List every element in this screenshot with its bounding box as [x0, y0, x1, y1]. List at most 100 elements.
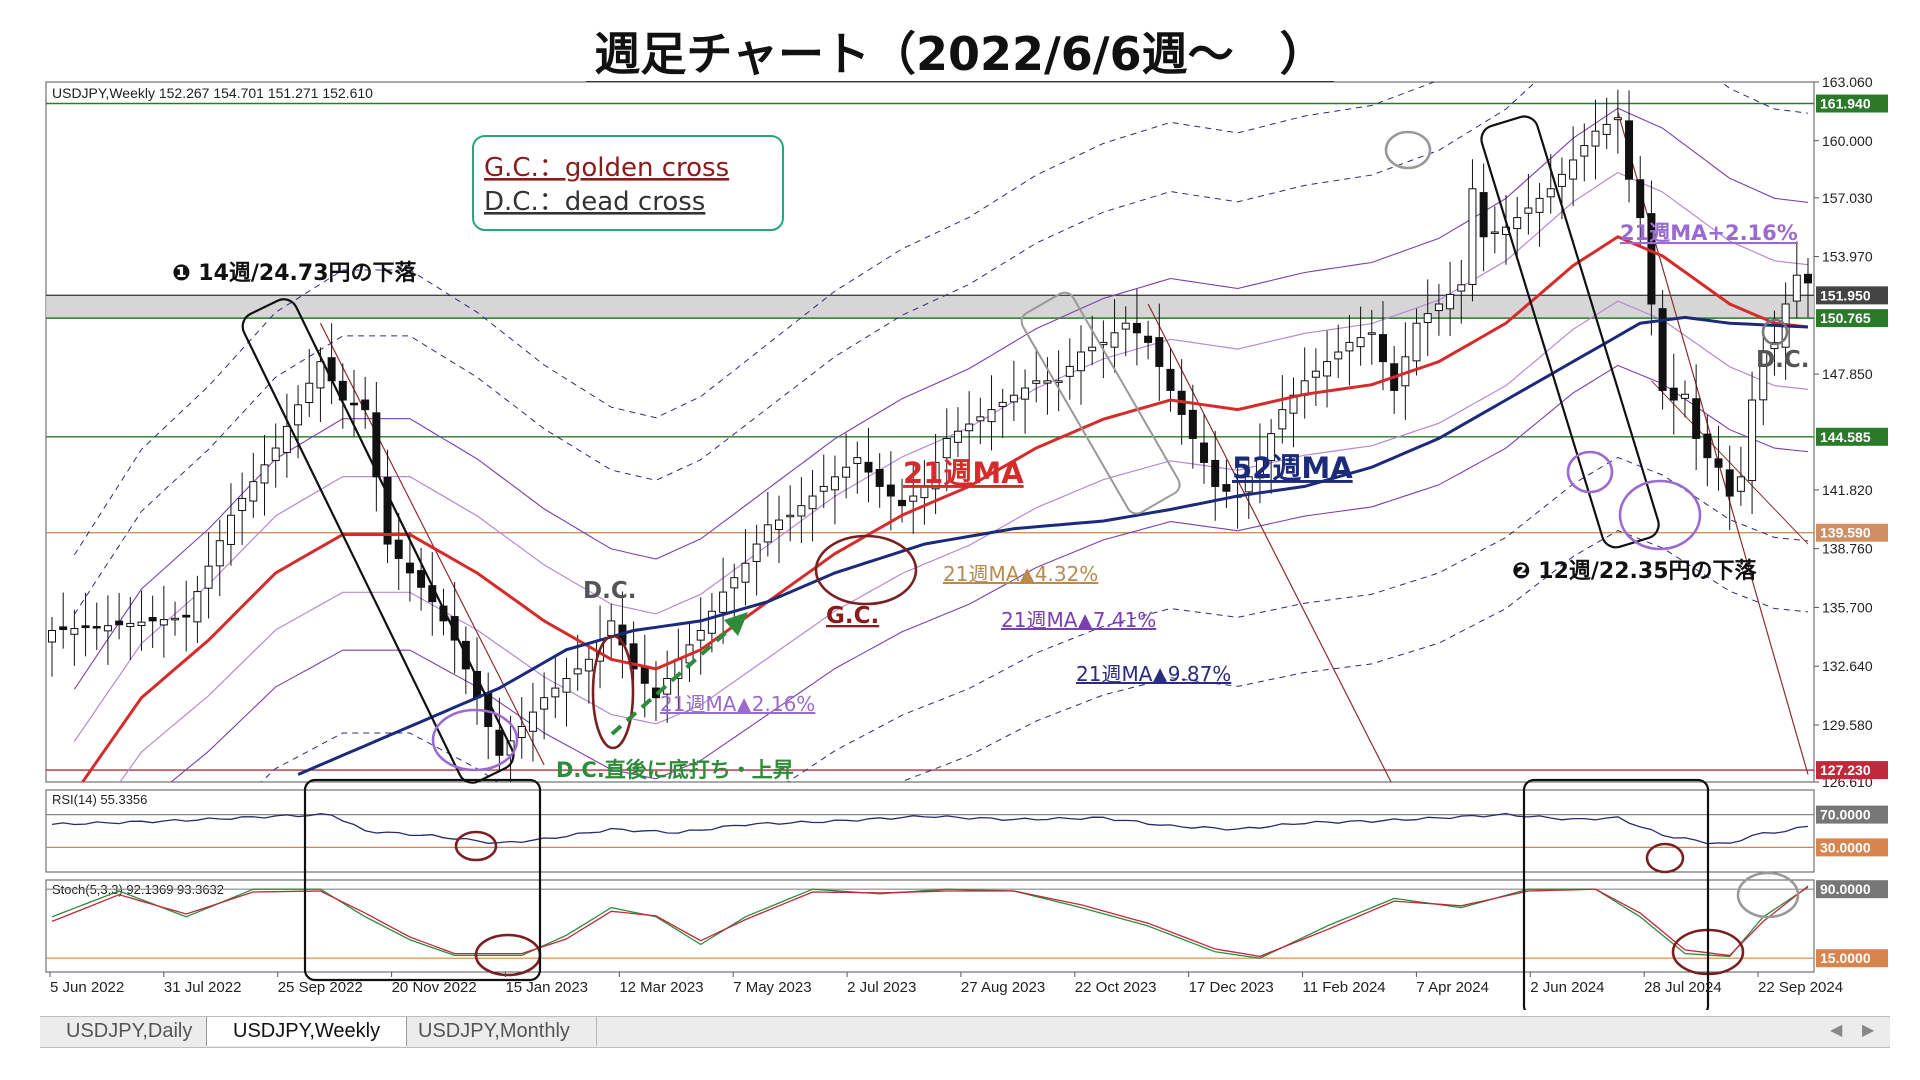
indicator-box-1	[303, 778, 542, 982]
trendline-1	[319, 322, 545, 766]
candle	[92, 626, 101, 629]
band-minus-4	[170, 364, 1809, 782]
candle	[204, 565, 213, 589]
candle	[573, 668, 582, 675]
candle	[1311, 370, 1320, 378]
price-tag-label: 139.590	[1820, 525, 1871, 541]
candle	[540, 697, 549, 710]
price-tag-label: 161.940	[1820, 96, 1871, 112]
x-tick-label: 27 Aug 2023	[961, 979, 1045, 996]
candle	[819, 485, 828, 492]
candle	[1323, 361, 1332, 377]
x-tick-label: 15 Jan 2023	[505, 979, 588, 996]
gc-circle	[814, 534, 918, 606]
band-m9-label: 21週MA▲9.87%	[1076, 662, 1231, 686]
candle	[1043, 380, 1052, 384]
band-minus-7	[260, 456, 1809, 782]
x-tick-label: 20 Nov 2022	[392, 979, 477, 996]
dc2-label: D.C.	[1756, 347, 1809, 373]
scroll-left-icon[interactable]: ◀	[1830, 1020, 1843, 1039]
candle	[898, 499, 907, 507]
rsi-circle-2	[1645, 842, 1685, 874]
candle	[1580, 145, 1589, 157]
band-m7-label: 21週MA▲7.41%	[1001, 608, 1156, 632]
candle	[1736, 476, 1745, 492]
band-minus-9	[900, 530, 1809, 782]
rsi-panel	[45, 789, 1815, 873]
candle	[1009, 394, 1018, 403]
candle	[752, 543, 761, 562]
y-tick-label: 132.640	[1822, 658, 1873, 674]
x-tick-label: 28 Jul 2024	[1644, 979, 1722, 996]
candle	[1457, 284, 1466, 292]
stoch-d-line	[51, 885, 1809, 958]
tab-usdjpy-daily[interactable]: USDJPY,Daily	[40, 1017, 220, 1046]
page-title: 週足チャート（2022/6/6週～ ）	[0, 18, 1920, 85]
tab-usdjpy-monthly[interactable]: USDJPY,Monthly	[392, 1017, 597, 1046]
band-m4-label: 21週MA▲4.32%	[943, 562, 1098, 586]
candle	[607, 620, 616, 637]
candle	[271, 447, 280, 462]
candle	[1021, 387, 1030, 400]
candle	[1132, 322, 1141, 334]
candle	[193, 591, 202, 623]
candle	[383, 476, 392, 545]
high-circle	[1384, 130, 1432, 170]
rsi-level-tag	[1816, 838, 1888, 857]
y-tick-label: 160.000	[1822, 133, 1873, 149]
candle	[998, 401, 1007, 407]
candle	[864, 461, 873, 473]
candle	[182, 614, 191, 618]
candle	[226, 514, 235, 545]
x-tick-label: 2 Jul 2023	[847, 979, 916, 996]
candle	[249, 481, 258, 502]
rsi-level-tag	[1816, 805, 1888, 824]
candle	[1524, 207, 1533, 214]
candle	[517, 725, 526, 738]
stoch-level-tag	[1816, 880, 1888, 899]
tab-usdjpy-weekly[interactable]: USDJPY,Weekly	[206, 1017, 408, 1046]
candle	[1200, 442, 1209, 463]
candle	[1222, 484, 1231, 492]
ma52-line	[297, 315, 1809, 776]
candle	[1602, 123, 1611, 135]
candle	[294, 404, 303, 426]
candle	[1613, 117, 1622, 121]
x-tick-label: 7 Apr 2024	[1416, 979, 1489, 996]
candle	[1032, 380, 1041, 384]
drop1-label: ❶ 14週/24.73円の下落	[172, 261, 418, 286]
candle	[1434, 303, 1443, 312]
rebound-arrow	[610, 618, 742, 736]
candle	[1166, 368, 1175, 391]
candle	[1770, 341, 1779, 350]
candle	[1267, 433, 1276, 461]
candle	[349, 402, 358, 406]
candle	[48, 629, 56, 643]
x-tick-label: 11 Feb 2024	[1303, 979, 1386, 996]
candle	[1468, 188, 1477, 285]
scroll-right-icon[interactable]: ▶	[1862, 1020, 1875, 1039]
candle	[1557, 173, 1566, 187]
candle	[1412, 322, 1421, 362]
indicator-box-2	[1522, 778, 1710, 1010]
candle	[853, 457, 862, 464]
channel-box-3	[1020, 291, 1181, 515]
stoch-level-tag	[1816, 949, 1888, 968]
candle	[886, 484, 895, 497]
drop2-label: ❷ 12週/22.35円の下落	[1512, 559, 1758, 584]
candle	[965, 423, 974, 432]
candle	[1680, 393, 1689, 399]
candle	[215, 540, 224, 567]
price-tag-label: 144.585	[1820, 429, 1871, 445]
price-tag-label: 127.230	[1820, 762, 1871, 778]
price-tag-label: 150.765	[1820, 310, 1871, 326]
gc1-label: G.C.	[826, 603, 879, 629]
candle	[808, 495, 817, 510]
x-tick-label: 22 Oct 2023	[1075, 979, 1157, 996]
candle	[450, 616, 459, 641]
candle	[1658, 308, 1667, 391]
legend-box	[472, 135, 784, 231]
candle	[640, 665, 649, 684]
candle	[1289, 394, 1298, 414]
x-tick-label: 7 May 2023	[733, 979, 811, 996]
